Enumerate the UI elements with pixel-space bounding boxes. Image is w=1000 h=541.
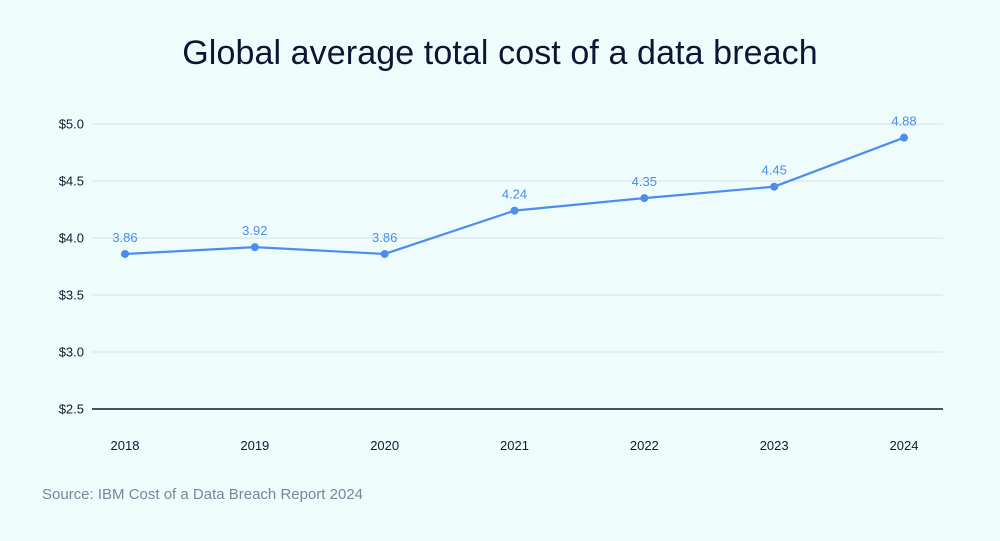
x-tick-label: 2019 bbox=[240, 438, 269, 453]
x-tick-label: 2024 bbox=[890, 438, 919, 453]
data-point bbox=[121, 249, 129, 258]
grid-lines bbox=[92, 123, 943, 353]
x-tick-label: 2021 bbox=[500, 438, 529, 453]
data-point bbox=[380, 249, 389, 258]
y-tick-label: $3.5 bbox=[59, 288, 84, 303]
data-label: 3.92 bbox=[242, 223, 267, 238]
data-label: 4.24 bbox=[502, 187, 527, 202]
y-tick-label: $3.0 bbox=[59, 345, 84, 360]
data-label: 4.45 bbox=[762, 163, 787, 178]
series bbox=[121, 133, 908, 258]
x-tick-label: 2023 bbox=[760, 438, 789, 453]
x-tick-label: 2022 bbox=[630, 438, 659, 453]
y-tick-label: $2.5 bbox=[59, 402, 84, 417]
y-tick-label: $4.5 bbox=[59, 174, 84, 189]
data-point bbox=[250, 243, 259, 252]
source-note: Source: IBM Cost of a Data Breach Report… bbox=[42, 486, 363, 503]
data-label: 4.88 bbox=[891, 114, 916, 129]
data-label: 3.86 bbox=[112, 230, 137, 245]
chart-title: Global average total cost of a data brea… bbox=[182, 34, 818, 72]
data-labels: 3.86 3.92 3.86 4.24 4.35 4.45 4.88 bbox=[112, 114, 916, 245]
data-point bbox=[900, 133, 908, 142]
axes: $2.5 $3.0 $3.5 $4.0 $4.5 $5.0 2018 2019 2020 2021… bbox=[59, 117, 943, 453]
data-label: 4.35 bbox=[632, 174, 657, 189]
data-point bbox=[510, 206, 519, 215]
data-point bbox=[640, 194, 649, 203]
data-point bbox=[770, 182, 779, 191]
x-tick-label: 2018 bbox=[111, 438, 140, 453]
data-label: 3.86 bbox=[372, 230, 397, 245]
y-tick-label: $4.0 bbox=[59, 231, 84, 246]
y-tick-label: $5.0 bbox=[59, 117, 84, 132]
x-tick-label: 2020 bbox=[370, 438, 399, 453]
